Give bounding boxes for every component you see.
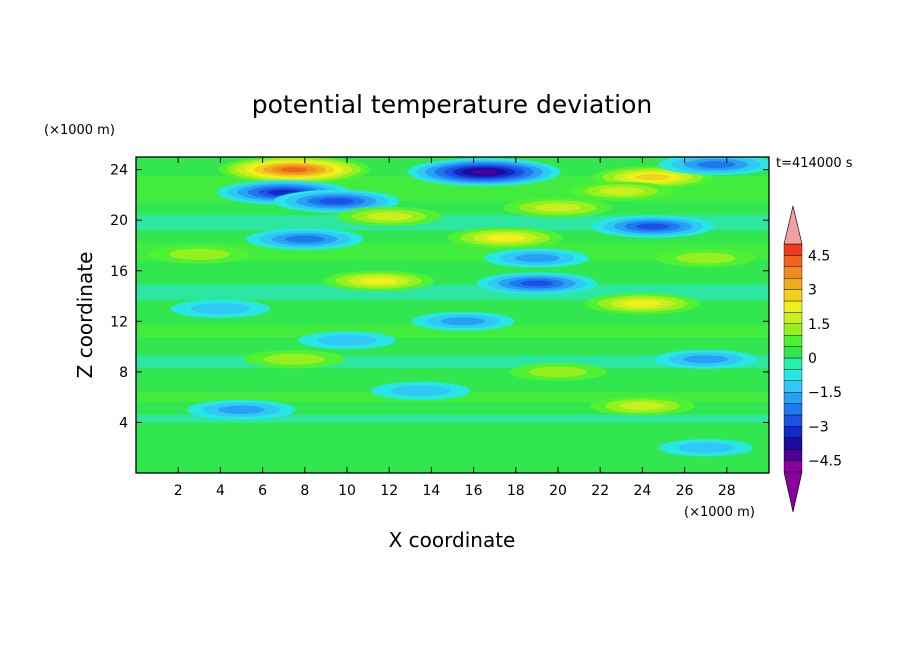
plot-frame — [135, 156, 770, 474]
x-tick-label: 14 — [422, 483, 440, 499]
colorbar-under-arrow — [783, 471, 803, 513]
field-feature — [654, 349, 758, 369]
colorbar-swatch — [783, 437, 803, 450]
field-feature — [476, 272, 598, 295]
x-axis-label: X coordinate — [389, 528, 516, 552]
field-feature — [411, 311, 515, 331]
field-feature — [218, 157, 371, 184]
x-tick-label: 4 — [216, 483, 225, 499]
y-unit-label: (×1000 m) — [44, 123, 115, 138]
field-feature — [658, 157, 769, 176]
field-feature — [170, 299, 271, 318]
colorbar-tick-label: 4.5 — [808, 248, 830, 264]
field-layer — [136, 157, 769, 473]
x-tick-label: 28 — [718, 483, 736, 499]
colorbar-swatch — [783, 312, 803, 324]
field-band — [136, 414, 769, 423]
field-feature — [371, 381, 471, 400]
colorbar-swatch — [783, 323, 803, 336]
colorbar-swatch — [783, 243, 803, 256]
field-feature — [584, 293, 701, 315]
x-axis: 2 4 6 8 10 12 14 16 18 20 22 24 26 28 — [174, 157, 736, 499]
colorbar-swatch — [783, 335, 803, 347]
x-tick-label: 22 — [591, 483, 609, 499]
chart-title: potential temperature deviation — [252, 90, 652, 119]
x-tick-label: 26 — [676, 483, 694, 499]
x-tick-label: 18 — [507, 483, 525, 499]
field-feature — [503, 197, 613, 218]
field-feature — [336, 206, 442, 226]
colorbar-swatch — [783, 392, 803, 404]
field-feature — [569, 181, 673, 201]
colorbar-swatch — [783, 300, 803, 313]
y-axis: 4 8 12 16 20 24 — [110, 163, 769, 431]
field-feature — [484, 248, 590, 268]
x-tick-label: 2 — [174, 483, 183, 499]
field-feature — [148, 245, 250, 264]
colorbar-swatch — [783, 380, 803, 393]
plot-area — [135, 156, 770, 474]
colorbar-swatch — [783, 255, 803, 267]
field-feature — [298, 331, 396, 350]
colorbar-tick-label: 0 — [808, 351, 817, 367]
field-feature — [590, 396, 695, 416]
colorbar-swatch — [783, 369, 803, 381]
y-tick-label: 20 — [110, 213, 128, 229]
y-tick-label: 12 — [110, 314, 128, 330]
x-tick-label: 6 — [258, 483, 267, 499]
y-axis-label: Z coordinate — [73, 252, 97, 379]
field-feature — [322, 270, 435, 292]
field-feature — [273, 189, 400, 213]
colorbar-tick-label: 1.5 — [808, 317, 830, 333]
y-tick-label: 4 — [119, 415, 128, 431]
field-band — [136, 325, 769, 338]
colorbar-swatch — [783, 346, 803, 359]
y-tick-label: 8 — [119, 365, 128, 381]
y-tick-label: 24 — [110, 163, 128, 179]
x-tick-label: 16 — [465, 483, 483, 499]
colorbar-swatch — [783, 426, 803, 438]
x-tick-label: 10 — [338, 483, 356, 499]
colorbar: 4.5 3 1.5 0 −1.5 −3 −4.5 — [783, 205, 842, 513]
colorbar-swatch — [783, 289, 803, 302]
x-tick-label: 12 — [380, 483, 398, 499]
x-tick-label: 8 — [300, 483, 309, 499]
colorbar-swatch — [783, 449, 803, 461]
field-feature — [407, 158, 561, 187]
x-unit-label: (×1000 m) — [684, 505, 755, 520]
colorbar-tick-label: −1.5 — [808, 385, 842, 401]
colorbar-swatch — [783, 266, 803, 279]
field-feature — [243, 350, 345, 369]
colorbar-tick-label: −4.5 — [808, 454, 842, 470]
field-feature — [187, 399, 296, 420]
colorbar-swatch — [783, 357, 803, 370]
x-tick-label: 20 — [549, 483, 567, 499]
colorbar-tick-label: −3 — [808, 419, 829, 435]
y-tick-label: 16 — [110, 264, 128, 280]
x-tick-label: 24 — [633, 483, 651, 499]
colorbar-swatch — [783, 403, 803, 416]
colorbar-swatch — [783, 414, 803, 427]
field-feature — [658, 439, 753, 457]
field-feature — [591, 215, 715, 238]
time-label: t=414000 s — [776, 156, 853, 171]
colorbar-swatch — [783, 460, 803, 473]
colorbar-swatch — [783, 278, 803, 290]
colorbar-over-arrow — [783, 205, 803, 245]
field-feature — [246, 228, 364, 250]
field-feature — [656, 249, 756, 268]
field-feature — [447, 227, 564, 249]
field-feature — [509, 362, 607, 381]
colorbar-tick-label: 3 — [808, 283, 817, 299]
